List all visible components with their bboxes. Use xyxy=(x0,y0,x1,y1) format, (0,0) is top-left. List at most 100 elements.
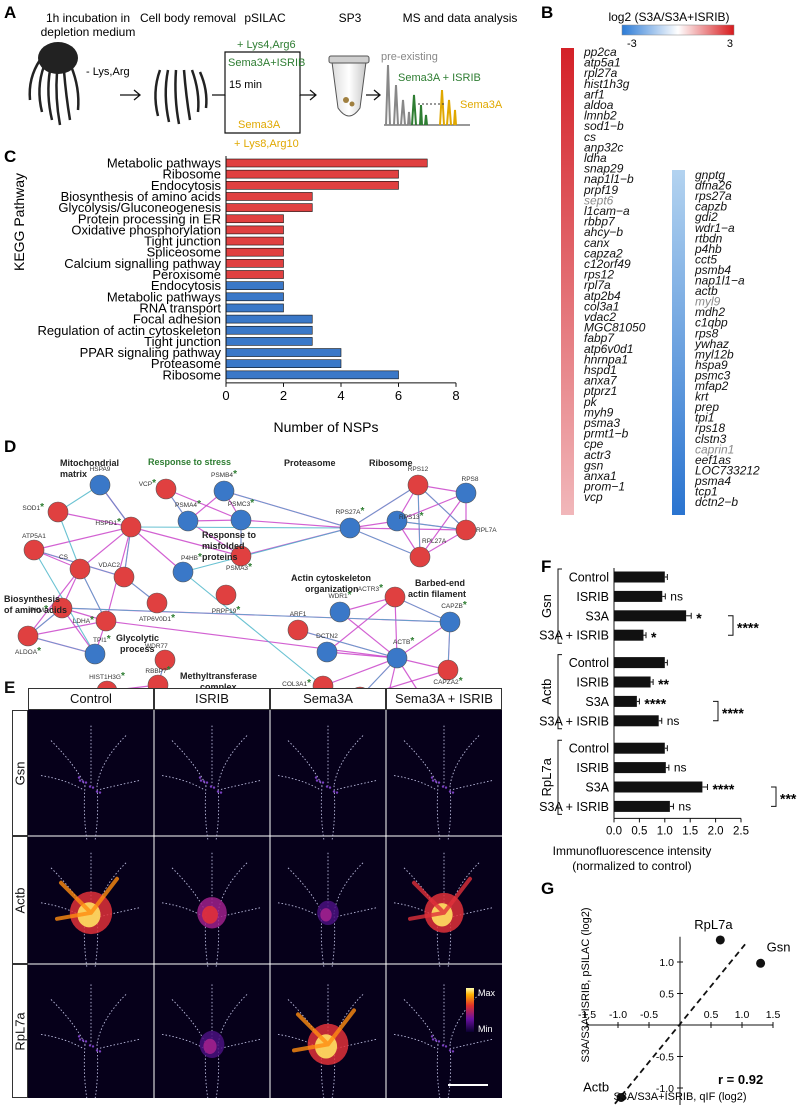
network-node-label: HSPA9 xyxy=(90,466,111,473)
cluster-label: complex xyxy=(200,682,237,692)
kegg-bar xyxy=(225,259,284,268)
network-node xyxy=(177,510,199,532)
network-node-label: CS xyxy=(59,554,69,561)
if-significance: **** xyxy=(644,695,666,711)
kegg-category-label: Tight junction xyxy=(144,234,221,249)
gene-label: ahcy−b xyxy=(584,225,623,239)
network-node-label: VDAC2 xyxy=(98,562,120,569)
gene-label: cs xyxy=(584,130,596,144)
col-header-sema3a: Sema3A xyxy=(270,688,386,710)
panel-d: D HSPA9 SOD1* VCP* PSMB4* PSMA4* PSMC3* PSMA3*… xyxy=(4,437,497,744)
scatter-point-label: Actb xyxy=(583,1079,609,1094)
kegg-bar xyxy=(225,270,284,279)
row-label-rpl7a: RpL7a xyxy=(12,964,28,1098)
gene-label: rbbp7 xyxy=(584,215,616,229)
gene-label: capza2 xyxy=(584,246,623,260)
gene-label: ptprz1 xyxy=(583,384,617,398)
scatter-xtick-label: -1.5 xyxy=(578,1009,596,1021)
panel-g-label: G xyxy=(541,879,554,898)
correlation-annotation: r = 0.92 xyxy=(718,1072,763,1087)
gene-label: sept6 xyxy=(584,193,614,207)
gene-label: hspd1 xyxy=(584,363,617,377)
scatter-point-label: RpL7a xyxy=(694,917,733,932)
group-bracket xyxy=(557,739,562,815)
network-node-label: LDHA* xyxy=(73,615,94,626)
network-node-label: HSPD1* xyxy=(95,517,121,528)
network-node-label: P4HB* xyxy=(181,552,202,563)
network-link xyxy=(57,511,132,528)
network-link xyxy=(419,492,467,558)
group-bracket xyxy=(557,654,562,730)
micrograph-cell xyxy=(161,725,261,841)
micrograph-cell xyxy=(277,984,377,1098)
if-bar xyxy=(614,715,659,727)
gene-label: anxa7 xyxy=(584,374,618,388)
network-link xyxy=(130,526,184,573)
network-node xyxy=(146,592,168,614)
if-bar xyxy=(614,781,703,793)
network-node xyxy=(437,659,459,681)
gene-label: cpe xyxy=(584,437,604,451)
if-tick-label: 1.0 xyxy=(657,825,673,837)
network-node xyxy=(155,478,177,500)
gene-label: pp2ca xyxy=(583,45,617,59)
kegg-category-label: Focal adhesion xyxy=(133,312,221,327)
kegg-bar xyxy=(225,225,284,235)
if-xlabel2: (normalized to control) xyxy=(572,859,691,873)
group-bracket xyxy=(557,568,562,644)
panel-b: B log2 (S3A/S3A+ISRIB) -3 3 pp2caatp5a1r… xyxy=(541,3,760,515)
if-bar-label: S3A xyxy=(585,781,609,795)
network-node-label: PRPF19* xyxy=(212,605,241,616)
network-node xyxy=(287,619,309,641)
gene-label: psma4 xyxy=(694,474,731,488)
network-node xyxy=(113,566,135,588)
scatter-ytick-label: 1.0 xyxy=(659,957,674,969)
kegg-category-label: Glycolysis/Gluconeogenesis xyxy=(58,200,221,215)
kegg-category-label: Protein processing in ER xyxy=(78,211,221,226)
scatter-xtick-label: -1.0 xyxy=(609,1009,627,1021)
panel-b-label: B xyxy=(541,3,553,22)
if-bar xyxy=(614,590,663,602)
network-link xyxy=(396,520,467,531)
if-xlabel: Immunofluorescence intensity xyxy=(553,844,712,858)
kegg-category-label: Proteasome xyxy=(151,356,221,371)
panel-g: G -1.5 -1.0 -0.5 0.5 1.0 1.5-1.0-0.50.51.0RpL… xyxy=(541,879,790,1105)
if-bar-label: S3A xyxy=(585,609,609,623)
network-node-label: CAPZA2* xyxy=(433,676,462,687)
scatter-ylabel: S3A/S3A+ISRIB, pSILAC (log2) xyxy=(580,908,592,1063)
kegg-tick-label: 2 xyxy=(280,388,287,403)
row-label-text: RpL7a xyxy=(12,1011,28,1051)
step5-label: MS and data analysis xyxy=(403,11,518,25)
network-node-label: RPS13* xyxy=(399,511,424,522)
gene-label: mdh2 xyxy=(695,305,725,319)
network-link xyxy=(349,484,419,529)
gene-label: dctn2−b xyxy=(695,495,738,509)
scale-max: 3 xyxy=(727,38,733,50)
micrograph-cell xyxy=(40,725,140,841)
network-nodes: HSPA9 SOD1* VCP* PSMB4* PSMA4* PSMC3* PSMA3* RP… xyxy=(15,466,497,744)
network-node xyxy=(95,610,117,632)
kegg-bar xyxy=(225,348,342,357)
network-node-label: ARF1 xyxy=(290,611,307,618)
kegg-tick-label: 8 xyxy=(452,388,459,403)
comparison-significance: **** xyxy=(722,705,744,721)
gene-label: psmb4 xyxy=(694,263,731,277)
network-node xyxy=(69,558,91,580)
kegg-category-label: Oxidative phosphorylation xyxy=(71,222,221,237)
network-node xyxy=(47,501,69,523)
network-node-label: DCTN2 xyxy=(316,633,338,640)
scatter-xlabel: S3A/S3A+ISRIB, qIF (log2) xyxy=(614,1091,747,1103)
kegg-category-label: Metabolic pathways xyxy=(107,156,222,171)
gene-label: gdi2 xyxy=(695,210,718,224)
gene-label: cct5 xyxy=(695,252,717,266)
network-node-label: PSMA3* xyxy=(226,562,252,573)
kegg-bar xyxy=(225,214,284,224)
gene-label: rps27a xyxy=(695,189,732,203)
if-bar-label: S3A xyxy=(585,695,609,709)
kegg-category-label: Ribosome xyxy=(162,367,221,382)
network-node xyxy=(384,586,406,608)
micrograph-cell xyxy=(393,984,493,1098)
network-link xyxy=(27,620,107,637)
network-node-label: ATP5A1 xyxy=(22,533,46,540)
network-node-label: SOD1* xyxy=(22,502,44,513)
